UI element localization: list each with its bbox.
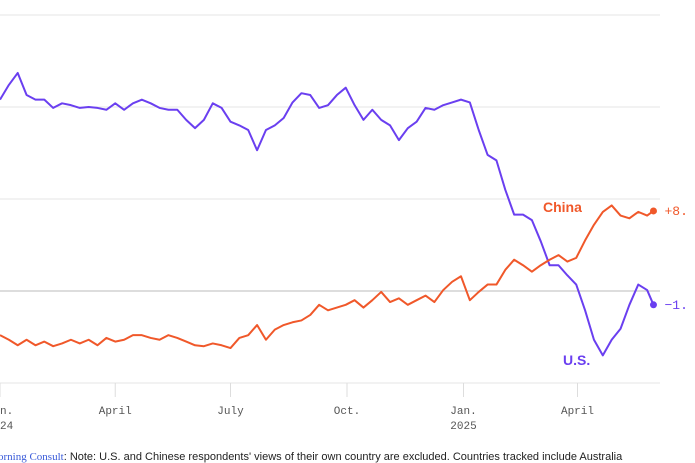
series-label: China <box>543 199 582 215</box>
note-text: : Note: U.S. and Chinese respondents' vi… <box>64 451 623 463</box>
x-tick-label: Jan. <box>0 406 13 418</box>
series-line <box>0 71 655 357</box>
x-tick-label: April <box>99 406 132 418</box>
series-line <box>0 204 655 350</box>
end-label: +8. <box>664 204 687 219</box>
source-link[interactable]: orning Consult <box>0 451 64 463</box>
end-label: −1. <box>664 298 687 313</box>
series-label: U.S. <box>563 352 590 368</box>
year-label: 2024 <box>0 421 14 433</box>
source-note: orning Consult: Note: U.S. and Chinese r… <box>0 451 623 463</box>
x-tick-label: Oct. <box>334 406 360 418</box>
x-tick-label: Jan. <box>450 406 476 418</box>
year-label: 2025 <box>450 421 476 433</box>
x-tick-label: July <box>217 406 244 418</box>
end-dot <box>649 301 657 309</box>
end-dot <box>649 207 657 215</box>
x-tick-label: April <box>561 406 594 418</box>
